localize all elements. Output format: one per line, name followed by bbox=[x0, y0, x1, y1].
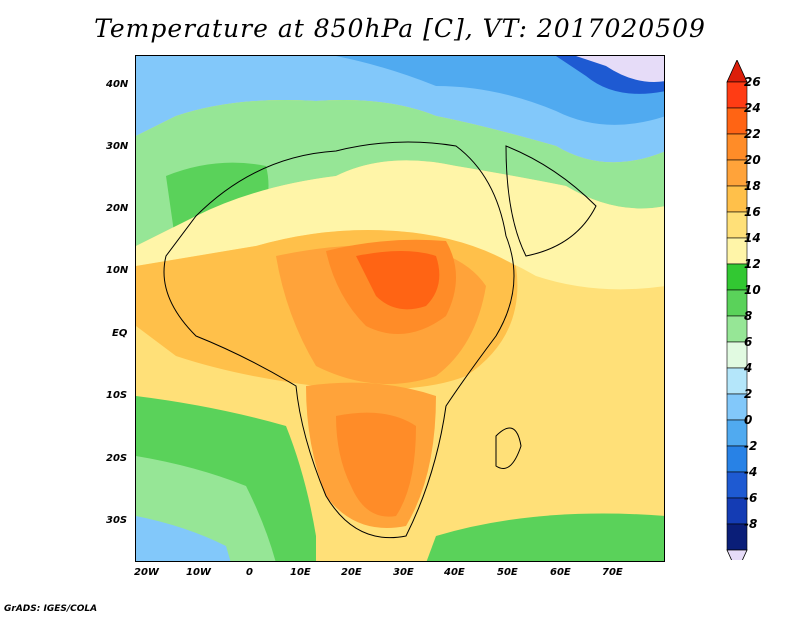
colorbar-tick-label: 18 bbox=[744, 179, 761, 193]
lon-label-20e: 20E bbox=[341, 567, 362, 578]
lon-label-50e: 50E bbox=[497, 567, 518, 578]
lat-label-30s: 30S bbox=[106, 515, 128, 526]
colorbar-tick-label: 4 bbox=[744, 361, 753, 375]
colorbar-tick-label: 24 bbox=[744, 101, 761, 115]
colorbar-tick-label: 26 bbox=[744, 75, 761, 89]
lon-label-30e: 30E bbox=[393, 567, 414, 578]
lon-label-40e: 40E bbox=[444, 567, 465, 578]
map-title: Temperature at 850hPa [C], VT: 201702050… bbox=[94, 14, 706, 43]
colorbar-tick-label: 2 bbox=[744, 387, 753, 401]
colorbar-tick-label: 14 bbox=[744, 231, 761, 245]
colorbar-tick-label: 6 bbox=[744, 335, 753, 349]
map-canvas bbox=[136, 56, 664, 561]
colorbar-tick-label: 12 bbox=[744, 257, 761, 271]
arabian-peninsula-outline bbox=[505, 145, 597, 257]
extreme-cold-patch bbox=[576, 56, 664, 82]
colorbar-tick-label: -2 bbox=[744, 439, 758, 453]
southern-africa-hot-zone bbox=[336, 412, 416, 517]
lon-label-20w: 20W bbox=[134, 567, 159, 578]
colorbar-tick-label: 8 bbox=[744, 309, 753, 323]
colorbar-tick-label: 22 bbox=[744, 127, 761, 141]
lat-label-eq: EQ bbox=[112, 328, 128, 339]
colorbar-tick-label: 20 bbox=[744, 153, 761, 167]
lon-label-0: 0 bbox=[246, 567, 253, 578]
colorbar-tick-label: -4 bbox=[744, 465, 758, 479]
madagascar-outline bbox=[495, 427, 522, 469]
lat-label-20n: 20N bbox=[106, 203, 129, 214]
south-indian-cool-zone bbox=[426, 513, 664, 561]
lon-label-70e: 70E bbox=[602, 567, 623, 578]
sahel-mild-zone bbox=[136, 160, 664, 290]
lat-label-40n: 40N bbox=[106, 79, 129, 90]
lon-label-60e: 60E bbox=[550, 567, 571, 578]
temperature-map bbox=[135, 55, 665, 562]
lat-label-10s: 10S bbox=[106, 390, 128, 401]
colorbar-tick-label: -8 bbox=[744, 517, 758, 531]
colorbar-tick-label: 10 bbox=[744, 283, 761, 297]
lat-label-20s: 20S bbox=[106, 453, 128, 464]
south-atlantic-coldest-zone bbox=[136, 516, 231, 561]
lon-label-10w: 10W bbox=[186, 567, 211, 578]
colorbar-tick-label: -6 bbox=[744, 491, 758, 505]
colorbar-tick-label: 16 bbox=[744, 205, 761, 219]
lat-label-30n: 30N bbox=[106, 141, 129, 152]
africa-coastline bbox=[163, 141, 515, 539]
north-africa-cool-zone bbox=[136, 100, 664, 246]
colorbar-bottom-arrow bbox=[726, 549, 748, 560]
sudan-hottest-zone bbox=[356, 251, 440, 310]
lon-label-10e: 10E bbox=[290, 567, 311, 578]
colorbar-tick-label: 0 bbox=[744, 413, 753, 427]
colorbar bbox=[726, 60, 748, 560]
lat-label-10n: 10N bbox=[106, 265, 129, 276]
grads-credit: GrADS: IGES/COLA bbox=[4, 604, 98, 614]
